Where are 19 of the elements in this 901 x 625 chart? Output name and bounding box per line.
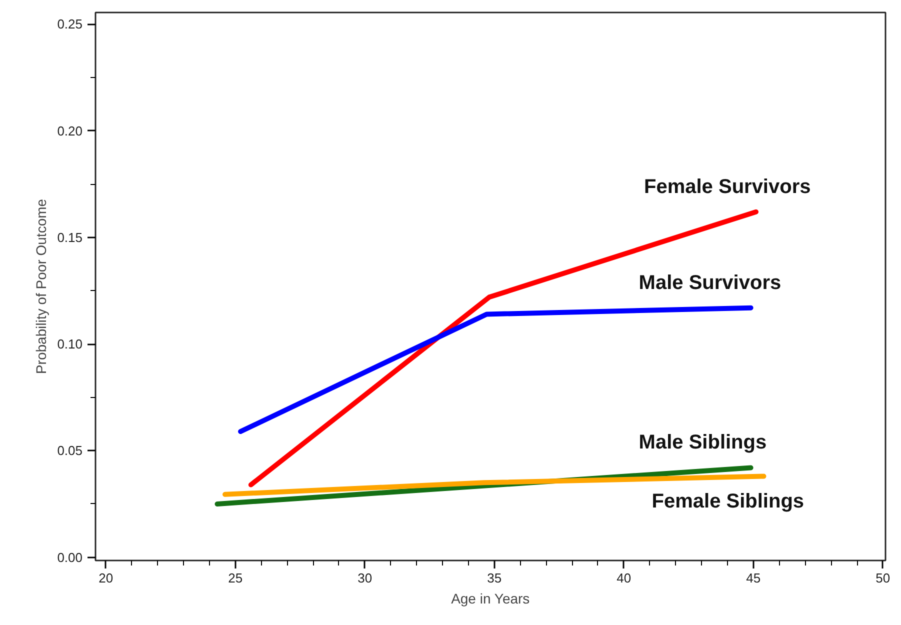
y-tick-label: 0.00	[57, 550, 83, 565]
x-tick-label: 25	[228, 570, 243, 586]
y-tick-label: 0.05	[57, 443, 83, 458]
y-tick-label: 0.25	[57, 16, 83, 32]
series-label: Female Survivors	[644, 176, 811, 198]
y-tick-label: 0.15	[57, 230, 83, 245]
x-tick-label: 50	[876, 570, 890, 586]
series-label: Male Siblings	[638, 432, 767, 454]
x-tick-label: 35	[487, 570, 502, 586]
y-tick-label: 0.20	[57, 123, 83, 138]
x-tick-label: 45	[746, 570, 761, 586]
y-axis-title: Probability of Poor Outcome	[33, 198, 50, 374]
y-tick-label: 0.10	[57, 336, 83, 352]
x-axis-title: Age in Years	[451, 590, 530, 606]
series-label: Male Survivors	[638, 272, 782, 294]
x-tick-label: 20	[98, 570, 114, 586]
series-label: Female Siblings	[652, 490, 804, 512]
x-tick-label: 30	[358, 570, 372, 586]
x-tick-label: 40	[616, 570, 632, 586]
